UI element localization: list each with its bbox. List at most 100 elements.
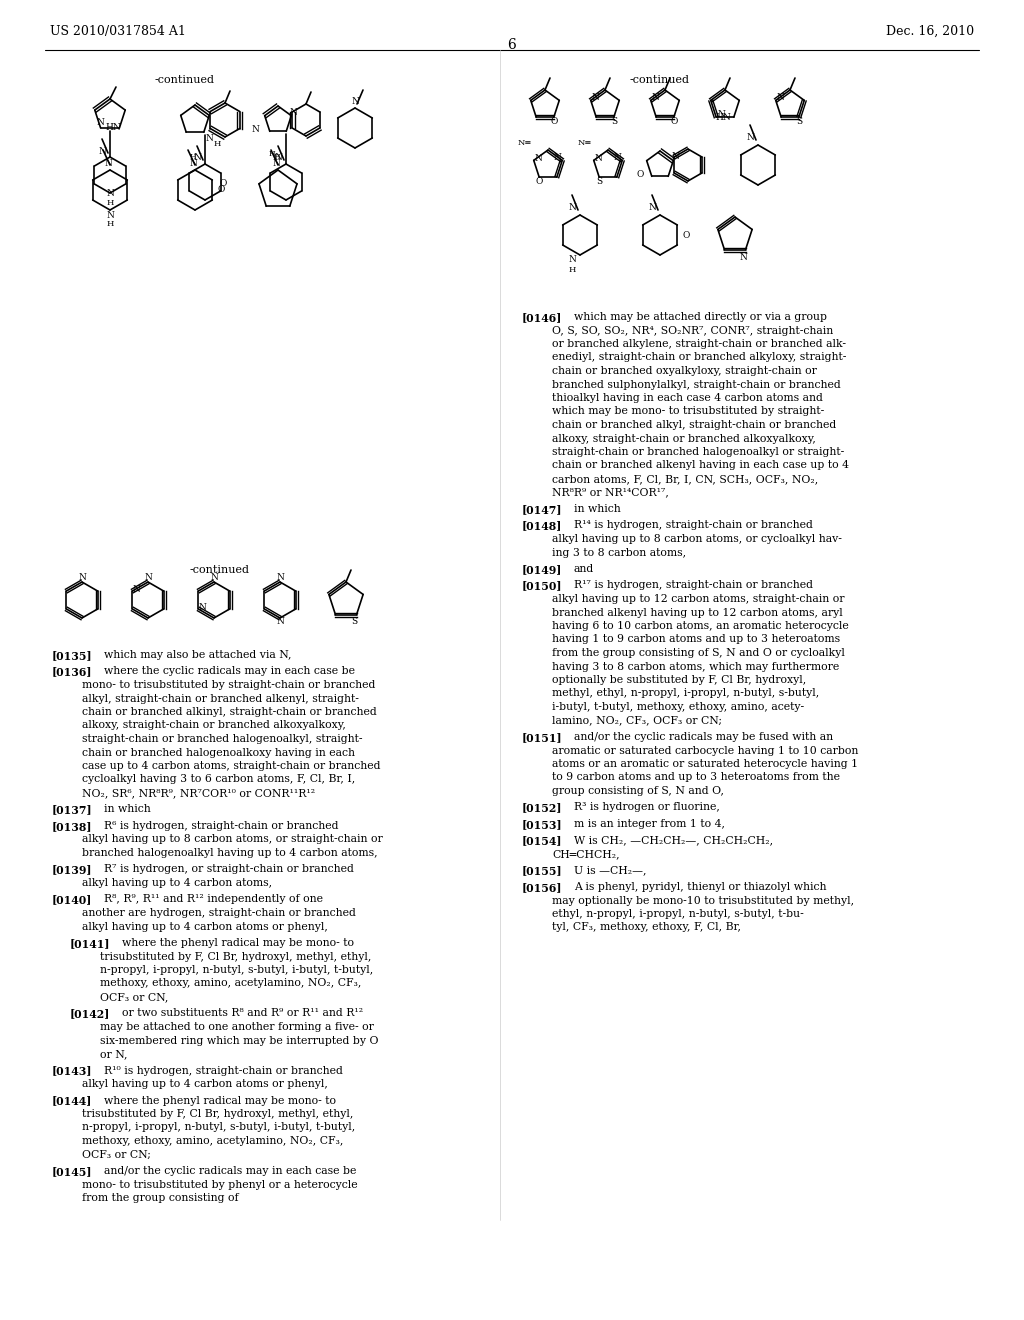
Text: S: S xyxy=(610,116,616,125)
Text: R¹⁴ is hydrogen, straight-chain or branched: R¹⁴ is hydrogen, straight-chain or branc… xyxy=(574,520,813,531)
Text: chain or branched halogenoalkoxy having in each: chain or branched halogenoalkoxy having … xyxy=(82,747,355,758)
Text: case up to 4 carbon atoms, straight-chain or branched: case up to 4 carbon atoms, straight-chai… xyxy=(82,762,381,771)
Text: N: N xyxy=(717,110,725,119)
Text: NO₂, SR⁶, NR⁸R⁹, NR⁷COR¹⁰ or CONR¹¹R¹²: NO₂, SR⁶, NR⁸R⁹, NR⁷COR¹⁰ or CONR¹¹R¹² xyxy=(82,788,315,799)
Text: N: N xyxy=(252,125,260,133)
Text: O: O xyxy=(682,231,690,239)
Text: which may also be attached via N,: which may also be attached via N, xyxy=(104,649,292,660)
Text: N: N xyxy=(652,92,659,102)
Text: and: and xyxy=(574,564,594,574)
Text: n-propyl, i-propyl, n-butyl, s-butyl, i-butyl, t-butyl,: n-propyl, i-propyl, n-butyl, s-butyl, i-… xyxy=(82,1122,355,1133)
Text: which may be mono- to trisubstituted by straight-: which may be mono- to trisubstituted by … xyxy=(552,407,824,417)
Text: six-membered ring which may be interrupted by O: six-membered ring which may be interrupt… xyxy=(100,1035,379,1045)
Text: R¹⁷ is hydrogen, straight-chain or branched: R¹⁷ is hydrogen, straight-chain or branc… xyxy=(574,581,813,590)
Text: N: N xyxy=(553,153,561,162)
Text: [0155]: [0155] xyxy=(522,866,562,876)
Text: US 2010/0317854 A1: US 2010/0317854 A1 xyxy=(50,25,186,38)
Text: H: H xyxy=(189,153,196,161)
Text: [0148]: [0148] xyxy=(522,520,562,532)
Text: [0145]: [0145] xyxy=(52,1166,92,1177)
Text: straight-chain or branched halogenoalkyl or straight-: straight-chain or branched halogenoalkyl… xyxy=(552,447,844,457)
Text: [0150]: [0150] xyxy=(522,581,562,591)
Text: methoxy, ethoxy, amino, acetylamino, NO₂, CF₃,: methoxy, ethoxy, amino, acetylamino, NO₂… xyxy=(100,978,361,989)
Text: chain or branched oxyalkyloxy, straight-chain or: chain or branched oxyalkyloxy, straight-… xyxy=(552,366,817,376)
Text: H: H xyxy=(106,199,114,207)
Text: n-propyl, i-propyl, n-butyl, s-butyl, i-butyl, t-butyl,: n-propyl, i-propyl, n-butyl, s-butyl, i-… xyxy=(100,965,374,975)
Text: U is —CH₂—,: U is —CH₂—, xyxy=(574,866,646,875)
Text: OCF₃ or CN,: OCF₃ or CN, xyxy=(100,993,168,1002)
Text: carbon atoms, F, Cl, Br, I, CN, SCH₃, OCF₃, NO₂,: carbon atoms, F, Cl, Br, I, CN, SCH₃, OC… xyxy=(552,474,818,484)
Text: N: N xyxy=(276,618,284,627)
Text: group consisting of S, N and O,: group consisting of S, N and O, xyxy=(552,785,724,796)
Text: having 6 to 10 carbon atoms, an aromatic heterocycle: having 6 to 10 carbon atoms, an aromatic… xyxy=(552,620,849,631)
Text: N: N xyxy=(595,154,603,162)
Text: N: N xyxy=(777,92,784,102)
Text: HN: HN xyxy=(105,124,121,132)
Text: -continued: -continued xyxy=(630,75,690,84)
Text: N: N xyxy=(189,158,197,168)
Text: alkyl, straight-chain or branched alkenyl, straight-: alkyl, straight-chain or branched alkeny… xyxy=(82,693,358,704)
Text: [0147]: [0147] xyxy=(522,504,562,515)
Text: [0144]: [0144] xyxy=(52,1096,92,1106)
Text: [0152]: [0152] xyxy=(522,803,562,813)
Text: N: N xyxy=(274,153,282,162)
Text: chain or branched alkinyl, straight-chain or branched: chain or branched alkinyl, straight-chai… xyxy=(82,708,377,717)
Text: O: O xyxy=(636,170,643,178)
Text: [0151]: [0151] xyxy=(522,733,562,743)
Text: N: N xyxy=(210,573,218,582)
Text: 6: 6 xyxy=(508,38,516,51)
Text: in which: in which xyxy=(574,504,621,513)
Text: Dec. 16, 2010: Dec. 16, 2010 xyxy=(886,25,974,38)
Text: R⁸, R⁹, R¹¹ and R¹² independently of one: R⁸, R⁹, R¹¹ and R¹² independently of one xyxy=(104,895,323,904)
Text: N: N xyxy=(272,158,280,168)
Text: CH═CHCH₂,: CH═CHCH₂, xyxy=(552,849,620,859)
Text: alkyl having up to 12 carbon atoms, straight-chain or: alkyl having up to 12 carbon atoms, stra… xyxy=(552,594,845,605)
Text: [0136]: [0136] xyxy=(52,667,92,677)
Text: enediyl, straight-chain or branched alkyloxy, straight-: enediyl, straight-chain or branched alky… xyxy=(552,352,847,363)
Text: N: N xyxy=(290,108,297,117)
Text: another are hydrogen, straight-chain or branched: another are hydrogen, straight-chain or … xyxy=(82,908,356,917)
Text: R³ is hydrogen or fluorine,: R³ is hydrogen or fluorine, xyxy=(574,803,720,813)
Text: [0141]: [0141] xyxy=(70,939,111,949)
Text: [0140]: [0140] xyxy=(52,895,92,906)
Text: NR⁸R⁹ or NR¹⁴COR¹⁷,: NR⁸R⁹ or NR¹⁴COR¹⁷, xyxy=(552,487,669,498)
Text: m is an integer from 1 to 4,: m is an integer from 1 to 4, xyxy=(574,818,725,829)
Text: may be attached to one another forming a five- or: may be attached to one another forming a… xyxy=(100,1022,374,1032)
Text: lamino, NO₂, CF₃, OCF₃ or CN;: lamino, NO₂, CF₃, OCF₃ or CN; xyxy=(552,715,722,726)
Text: alkoxy, straight-chain or branched alkoxyalkoxy,: alkoxy, straight-chain or branched alkox… xyxy=(82,721,346,730)
Text: N: N xyxy=(98,147,105,156)
Text: from the group consisting of: from the group consisting of xyxy=(82,1193,239,1203)
Text: H: H xyxy=(273,153,280,161)
Text: ing 3 to 8 carbon atoms,: ing 3 to 8 carbon atoms, xyxy=(552,548,686,557)
Text: N: N xyxy=(535,154,543,162)
Text: aromatic or saturated carbocycle having 1 to 10 carbon: aromatic or saturated carbocycle having … xyxy=(552,746,858,755)
Text: N: N xyxy=(96,119,104,128)
Text: methyl, ethyl, n-propyl, i-propyl, n-butyl, s-butyl,: methyl, ethyl, n-propyl, i-propyl, n-but… xyxy=(552,689,819,698)
Text: N: N xyxy=(194,153,201,162)
Text: N: N xyxy=(739,252,748,261)
Text: branched alkenyl having up to 12 carbon atoms, aryl: branched alkenyl having up to 12 carbon … xyxy=(552,607,843,618)
Text: N≡: N≡ xyxy=(518,139,532,147)
Text: N: N xyxy=(106,210,114,219)
Text: A is phenyl, pyridyl, thienyl or thiazolyl which: A is phenyl, pyridyl, thienyl or thiazol… xyxy=(574,882,826,892)
Text: alkyl having up to 8 carbon atoms, or cycloalkyl hav-: alkyl having up to 8 carbon atoms, or cy… xyxy=(552,535,842,544)
Text: cycloalkyl having 3 to 6 carbon atoms, F, Cl, Br, I,: cycloalkyl having 3 to 6 carbon atoms, F… xyxy=(82,775,355,784)
Text: tyl, CF₃, methoxy, ethoxy, F, Cl, Br,: tyl, CF₃, methoxy, ethoxy, F, Cl, Br, xyxy=(552,923,741,932)
Text: which may be attached directly or via a group: which may be attached directly or via a … xyxy=(574,312,827,322)
Text: mono- to trisubstituted by straight-chain or branched: mono- to trisubstituted by straight-chai… xyxy=(82,680,376,690)
Text: trisubstituted by F, Cl Br, hydroxyl, methyl, ethyl,: trisubstituted by F, Cl Br, hydroxyl, me… xyxy=(82,1109,353,1119)
Text: O, S, SO, SO₂, NR⁴, SO₂NR⁷, CONR⁷, straight-chain: O, S, SO, SO₂, NR⁴, SO₂NR⁷, CONR⁷, strai… xyxy=(552,326,834,335)
Text: alkyl having up to 8 carbon atoms, or straight-chain or: alkyl having up to 8 carbon atoms, or st… xyxy=(82,834,383,845)
Text: O: O xyxy=(217,186,224,194)
Text: and/or the cyclic radicals may in each case be: and/or the cyclic radicals may in each c… xyxy=(104,1166,356,1176)
Text: where the phenyl radical may be mono- to: where the phenyl radical may be mono- to xyxy=(104,1096,336,1106)
Text: N: N xyxy=(104,158,112,168)
Text: trisubstituted by F, Cl Br, hydroxyl, methyl, ethyl,: trisubstituted by F, Cl Br, hydroxyl, me… xyxy=(100,952,372,961)
Text: in which: in which xyxy=(104,804,151,814)
Text: -continued: -continued xyxy=(190,565,250,576)
Text: S: S xyxy=(796,116,802,125)
Text: N: N xyxy=(351,98,359,107)
Text: methoxy, ethoxy, amino, acetylamino, NO₂, CF₃,: methoxy, ethoxy, amino, acetylamino, NO₂… xyxy=(82,1137,343,1146)
Text: having 3 to 8 carbon atoms, which may furthermore: having 3 to 8 carbon atoms, which may fu… xyxy=(552,661,840,672)
Text: H: H xyxy=(214,140,221,148)
